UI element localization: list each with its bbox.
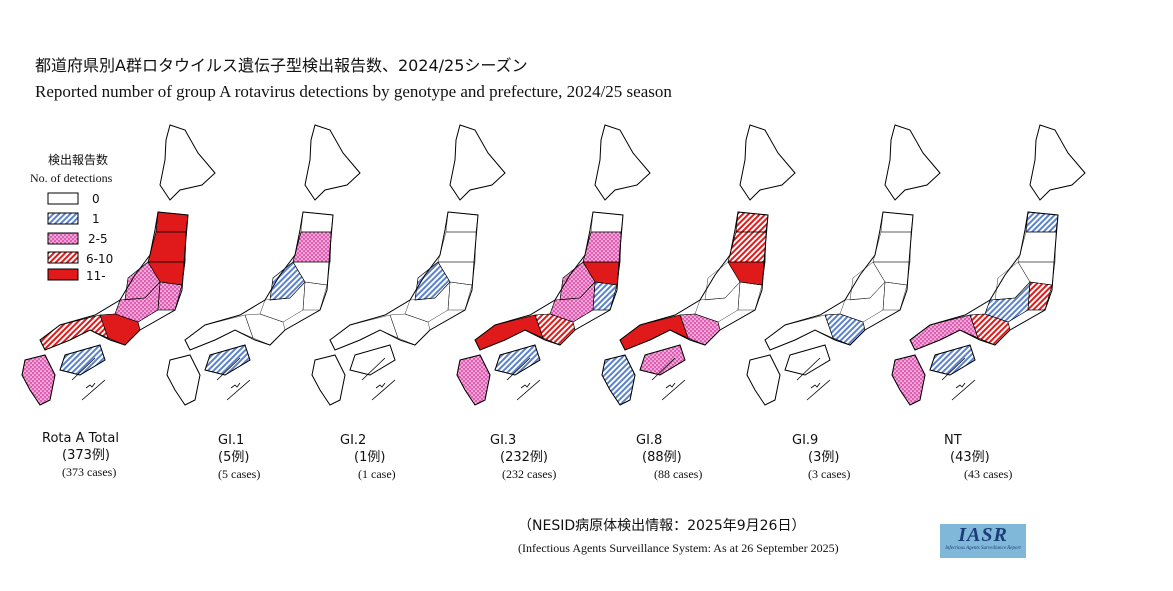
- outline-honshu: [474, 211, 624, 351]
- map-count-jp: (232例): [500, 450, 548, 465]
- okinawa-inset: [796, 357, 831, 401]
- japan-map-rota-a-total: [21, 124, 216, 406]
- map-count-en: (3 cases): [808, 467, 851, 481]
- outline-kyushu: [746, 354, 781, 406]
- region-kanto: [157, 281, 183, 311]
- legend-label-0: 0: [92, 192, 100, 206]
- legend-label-4: 11-: [86, 269, 106, 283]
- outline-hokkaido: [159, 124, 216, 201]
- outline-kyushu: [21, 354, 56, 406]
- outline-honshu: [184, 211, 334, 351]
- map-count-en: (88 cases): [654, 467, 703, 481]
- outline-kyushu: [891, 354, 926, 406]
- japan-map-gi-2: [311, 124, 506, 406]
- map-name: GI.8: [636, 433, 663, 448]
- map-label-total: Rota A Total (373例) (373 cases): [42, 430, 119, 481]
- map-name: GI.2: [340, 433, 367, 448]
- japan-map-gi-8: [601, 124, 796, 406]
- map-count-jp: (88例): [642, 450, 682, 465]
- outline-honshu: [909, 211, 1059, 351]
- map-count-jp: (3例): [808, 450, 840, 465]
- map-count-en: (373 cases): [62, 465, 117, 479]
- okinawa-inset: [71, 357, 106, 401]
- map-count-en: (232 cases): [502, 467, 557, 481]
- logo-subtitle: Infectious Agents Surveillance Report: [945, 546, 1021, 551]
- iasr-logo: IASR Infectious Agents Surveillance Repo…: [940, 524, 1026, 558]
- outline-honshu: [764, 211, 914, 351]
- outline-hokkaido: [304, 124, 361, 201]
- map-label-gi2: GI.2 (1例) (1 case): [340, 432, 396, 483]
- outline-shikoku: [494, 344, 541, 376]
- outline-kyushu: [311, 354, 346, 406]
- okinawa-inset: [361, 357, 396, 401]
- map-label-nt: NT (43例) (43 cases): [944, 432, 1012, 483]
- source-note-en: (Infectious Agents Surveillance System: …: [518, 541, 839, 555]
- okinawa-inset: [651, 357, 686, 401]
- outline-kyushu: [456, 354, 491, 406]
- outline-honshu: [329, 211, 479, 351]
- outline-hokkaido: [594, 124, 651, 201]
- title-japanese: 都道府県別A群ロタウイルス遺伝子型検出報告数、2024/25シーズン: [35, 56, 528, 75]
- legend-swatch-pink-dots: [47, 232, 79, 245]
- map-count-jp: (43例): [950, 450, 990, 465]
- japan-map-nt: [891, 124, 1086, 406]
- map-count-en: (5 cases): [218, 467, 261, 481]
- outline-shikoku: [639, 344, 686, 376]
- outline-honshu: [619, 211, 769, 351]
- map-count-jp: (1例): [354, 450, 386, 465]
- map-count-en: (43 cases): [964, 467, 1013, 481]
- okinawa-inset: [506, 357, 541, 401]
- japan-map-gi-9: [746, 124, 941, 406]
- source-note-jp: （NESID病原体検出情報：2025年9月26日）: [518, 518, 806, 534]
- map-label-gi1: GI.1 (5例) (5 cases): [218, 432, 260, 483]
- outline-shikoku: [349, 344, 396, 376]
- map-name: NT: [944, 433, 962, 448]
- map-name: Rota A Total: [42, 431, 119, 446]
- map-name: GI.1: [218, 433, 245, 448]
- legend-label-1: 1: [92, 212, 100, 226]
- outline-kyushu: [166, 354, 201, 406]
- outline-shikoku: [784, 344, 831, 376]
- legend-title-jp: 検出報告数: [48, 153, 109, 167]
- region-kanto: [1027, 281, 1053, 311]
- legend-title-en: No. of detections: [30, 171, 113, 185]
- map-name: GI.9: [792, 433, 819, 448]
- title-english: Reported number of group A rotavirus det…: [35, 82, 672, 101]
- legend-swatch-none: [47, 192, 79, 205]
- outline-shikoku: [59, 344, 106, 376]
- legend-label-3: 6-10: [86, 252, 114, 266]
- map-label-gi8: GI.8 (88例) (88 cases): [636, 432, 702, 483]
- map-label-gi9: GI.9 (3例) (3 cases): [792, 432, 850, 483]
- outline-hokkaido: [739, 124, 796, 201]
- outline-kyushu: [601, 354, 636, 406]
- legend-swatch-red-hatch: [47, 251, 79, 264]
- japan-map-gi-3: [456, 124, 651, 406]
- map-name: GI.3: [490, 433, 517, 448]
- map-count-jp: (373例): [62, 448, 110, 463]
- outline-honshu: [39, 211, 189, 351]
- japan-map-gi-1: [166, 124, 361, 406]
- outline-hokkaido: [1029, 124, 1086, 201]
- okinawa-inset: [941, 357, 976, 401]
- legend-swatch-blue-hatch: [47, 212, 79, 225]
- map-count-en: (1 case): [358, 467, 396, 481]
- map-label-gi3: GI.3 (232例) (232 cases): [490, 432, 556, 483]
- outline-shikoku: [204, 344, 251, 376]
- okinawa-inset: [216, 357, 251, 401]
- outline-shikoku: [929, 344, 976, 376]
- legend-label-2: 2-5: [88, 232, 108, 246]
- map-count-jp: (5例): [218, 450, 250, 465]
- outline-hokkaido: [449, 124, 506, 201]
- region-kanto: [592, 281, 618, 311]
- outline-hokkaido: [884, 124, 941, 201]
- legend-swatch-red-solid: [47, 268, 79, 281]
- logo-text: IASR: [958, 524, 1008, 546]
